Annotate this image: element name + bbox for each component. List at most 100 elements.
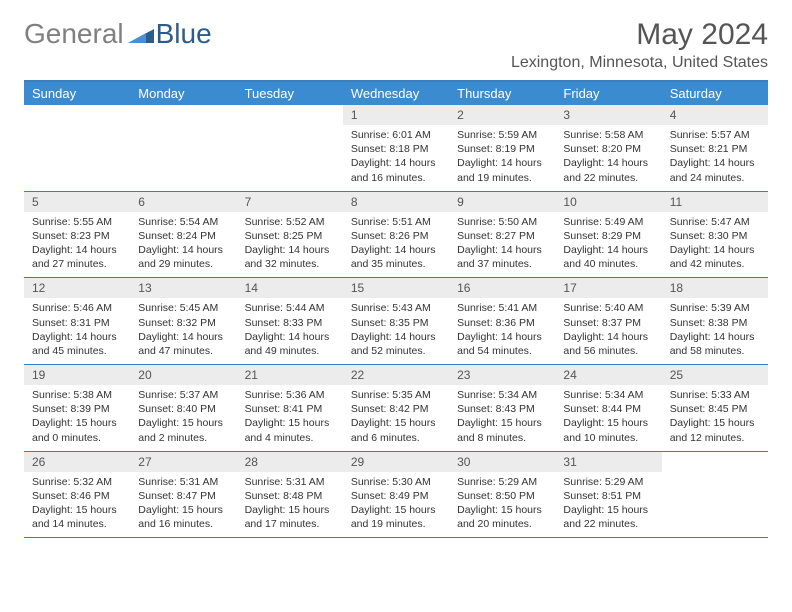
calendar-cell: 13Sunrise: 5:45 AMSunset: 8:32 PMDayligh… [130,278,236,365]
calendar-cell: 29Sunrise: 5:30 AMSunset: 8:49 PMDayligh… [343,451,449,538]
day-details [662,472,768,528]
calendar-cell [24,105,130,191]
day-details: Sunrise: 5:30 AMSunset: 8:49 PMDaylight:… [343,472,449,538]
day-number [662,452,768,472]
calendar-cell: 18Sunrise: 5:39 AMSunset: 8:38 PMDayligh… [662,278,768,365]
calendar-cell: 3Sunrise: 5:58 AMSunset: 8:20 PMDaylight… [555,105,661,191]
calendar-cell: 7Sunrise: 5:52 AMSunset: 8:25 PMDaylight… [237,191,343,278]
day-number: 4 [662,105,768,125]
day-number: 18 [662,278,768,298]
day-header: Tuesday [237,82,343,105]
calendar-cell: 20Sunrise: 5:37 AMSunset: 8:40 PMDayligh… [130,365,236,452]
day-number: 9 [449,192,555,212]
day-number: 22 [343,365,449,385]
day-number: 21 [237,365,343,385]
day-details: Sunrise: 5:54 AMSunset: 8:24 PMDaylight:… [130,212,236,278]
day-number: 1 [343,105,449,125]
day-details: Sunrise: 5:52 AMSunset: 8:25 PMDaylight:… [237,212,343,278]
calendar-cell: 14Sunrise: 5:44 AMSunset: 8:33 PMDayligh… [237,278,343,365]
location-text: Lexington, Minnesota, United States [511,54,768,72]
calendar-cell: 2Sunrise: 5:59 AMSunset: 8:19 PMDaylight… [449,105,555,191]
calendar-week: 12Sunrise: 5:46 AMSunset: 8:31 PMDayligh… [24,278,768,365]
day-number: 6 [130,192,236,212]
day-number: 3 [555,105,661,125]
calendar-cell: 15Sunrise: 5:43 AMSunset: 8:35 PMDayligh… [343,278,449,365]
day-number: 31 [555,452,661,472]
day-details: Sunrise: 5:43 AMSunset: 8:35 PMDaylight:… [343,298,449,364]
calendar-week: 1Sunrise: 6:01 AMSunset: 8:18 PMDaylight… [24,105,768,191]
day-number: 7 [237,192,343,212]
day-details: Sunrise: 5:34 AMSunset: 8:43 PMDaylight:… [449,385,555,451]
day-details [237,125,343,181]
day-number: 26 [24,452,130,472]
day-number: 15 [343,278,449,298]
day-number: 19 [24,365,130,385]
calendar-cell: 21Sunrise: 5:36 AMSunset: 8:41 PMDayligh… [237,365,343,452]
day-header: Monday [130,82,236,105]
day-details: Sunrise: 5:58 AMSunset: 8:20 PMDaylight:… [555,125,661,191]
day-details: Sunrise: 5:36 AMSunset: 8:41 PMDaylight:… [237,385,343,451]
day-details: Sunrise: 5:59 AMSunset: 8:19 PMDaylight:… [449,125,555,191]
day-details: Sunrise: 6:01 AMSunset: 8:18 PMDaylight:… [343,125,449,191]
day-details: Sunrise: 5:32 AMSunset: 8:46 PMDaylight:… [24,472,130,538]
calendar-cell: 22Sunrise: 5:35 AMSunset: 8:42 PMDayligh… [343,365,449,452]
day-details: Sunrise: 5:31 AMSunset: 8:47 PMDaylight:… [130,472,236,538]
day-details [130,125,236,181]
calendar-cell [662,451,768,538]
day-number: 13 [130,278,236,298]
day-details: Sunrise: 5:46 AMSunset: 8:31 PMDaylight:… [24,298,130,364]
day-number: 16 [449,278,555,298]
day-number: 25 [662,365,768,385]
logo-word2: Blue [156,18,212,50]
calendar-cell: 27Sunrise: 5:31 AMSunset: 8:47 PMDayligh… [130,451,236,538]
day-number: 27 [130,452,236,472]
logo: General Blue [24,18,212,50]
month-title: May 2024 [511,18,768,52]
calendar-body: 1Sunrise: 6:01 AMSunset: 8:18 PMDaylight… [24,105,768,538]
day-details: Sunrise: 5:50 AMSunset: 8:27 PMDaylight:… [449,212,555,278]
calendar-cell: 28Sunrise: 5:31 AMSunset: 8:48 PMDayligh… [237,451,343,538]
day-details: Sunrise: 5:34 AMSunset: 8:44 PMDaylight:… [555,385,661,451]
day-details: Sunrise: 5:49 AMSunset: 8:29 PMDaylight:… [555,212,661,278]
calendar-cell: 8Sunrise: 5:51 AMSunset: 8:26 PMDaylight… [343,191,449,278]
day-details: Sunrise: 5:31 AMSunset: 8:48 PMDaylight:… [237,472,343,538]
day-header-row: SundayMondayTuesdayWednesdayThursdayFrid… [24,82,768,105]
calendar-cell: 4Sunrise: 5:57 AMSunset: 8:21 PMDaylight… [662,105,768,191]
day-number [130,105,236,125]
calendar-table: SundayMondayTuesdayWednesdayThursdayFrid… [24,82,768,538]
calendar-cell: 1Sunrise: 6:01 AMSunset: 8:18 PMDaylight… [343,105,449,191]
day-header: Thursday [449,82,555,105]
day-details: Sunrise: 5:33 AMSunset: 8:45 PMDaylight:… [662,385,768,451]
calendar-head: SundayMondayTuesdayWednesdayThursdayFrid… [24,82,768,105]
calendar-cell: 5Sunrise: 5:55 AMSunset: 8:23 PMDaylight… [24,191,130,278]
day-details: Sunrise: 5:29 AMSunset: 8:50 PMDaylight:… [449,472,555,538]
day-number: 14 [237,278,343,298]
calendar-cell: 31Sunrise: 5:29 AMSunset: 8:51 PMDayligh… [555,451,661,538]
title-block: May 2024 Lexington, Minnesota, United St… [511,18,768,72]
day-number: 10 [555,192,661,212]
calendar-week: 19Sunrise: 5:38 AMSunset: 8:39 PMDayligh… [24,365,768,452]
day-details: Sunrise: 5:39 AMSunset: 8:38 PMDaylight:… [662,298,768,364]
day-number: 30 [449,452,555,472]
calendar-cell: 6Sunrise: 5:54 AMSunset: 8:24 PMDaylight… [130,191,236,278]
day-details: Sunrise: 5:35 AMSunset: 8:42 PMDaylight:… [343,385,449,451]
day-number: 5 [24,192,130,212]
calendar-week: 26Sunrise: 5:32 AMSunset: 8:46 PMDayligh… [24,451,768,538]
day-number: 28 [237,452,343,472]
day-number: 11 [662,192,768,212]
day-details: Sunrise: 5:44 AMSunset: 8:33 PMDaylight:… [237,298,343,364]
day-details: Sunrise: 5:47 AMSunset: 8:30 PMDaylight:… [662,212,768,278]
calendar-cell [237,105,343,191]
day-details: Sunrise: 5:41 AMSunset: 8:36 PMDaylight:… [449,298,555,364]
calendar-cell: 12Sunrise: 5:46 AMSunset: 8:31 PMDayligh… [24,278,130,365]
calendar-cell: 17Sunrise: 5:40 AMSunset: 8:37 PMDayligh… [555,278,661,365]
calendar-cell: 10Sunrise: 5:49 AMSunset: 8:29 PMDayligh… [555,191,661,278]
day-details: Sunrise: 5:29 AMSunset: 8:51 PMDaylight:… [555,472,661,538]
day-number: 20 [130,365,236,385]
day-number [237,105,343,125]
day-details: Sunrise: 5:55 AMSunset: 8:23 PMDaylight:… [24,212,130,278]
calendar-cell: 11Sunrise: 5:47 AMSunset: 8:30 PMDayligh… [662,191,768,278]
day-header: Friday [555,82,661,105]
calendar-week: 5Sunrise: 5:55 AMSunset: 8:23 PMDaylight… [24,191,768,278]
calendar-cell [130,105,236,191]
